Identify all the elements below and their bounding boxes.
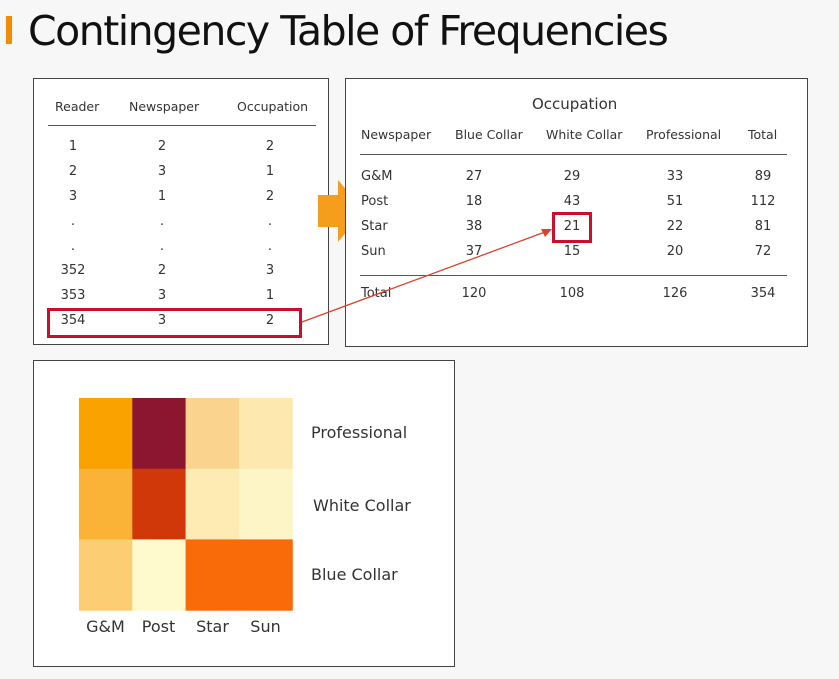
cont-cell: 51 xyxy=(666,194,684,209)
raw-cell: 2 xyxy=(265,189,275,204)
heatmap-cell-blue-collar-post xyxy=(132,539,187,611)
heatmap-panel: Professional White Collar Blue Collar G&… xyxy=(33,360,455,667)
heatmap-cell-blue-collar-gm xyxy=(79,539,133,611)
slide-title: Contingency Table of Frequencies xyxy=(28,7,669,55)
cont-header-rule xyxy=(360,154,787,155)
raw-cell: 3 xyxy=(157,313,167,328)
raw-cell: 3 xyxy=(157,288,167,303)
cont-cell: 29 xyxy=(563,169,581,184)
cont-cell: 89 xyxy=(754,169,772,184)
cont-header-total: Total xyxy=(748,127,778,142)
cont-header-professional: Professional xyxy=(646,127,722,142)
title-accent-bar xyxy=(6,16,12,44)
cont-cell: 22 xyxy=(666,219,684,234)
heatmap-ylabel-professional: Professional xyxy=(311,423,408,442)
raw-cell: 1 xyxy=(157,189,167,204)
heatmap-cell-white-collar-gm xyxy=(79,468,133,540)
raw-cell: 1 xyxy=(265,164,275,179)
cont-cell: 72 xyxy=(754,244,772,259)
cont-header-newspaper: Newspaper xyxy=(361,127,432,142)
cont-cell: 18 xyxy=(465,194,483,209)
raw-header-reader: Reader xyxy=(55,99,100,114)
cont-cell: Sun xyxy=(361,244,386,259)
cont-header-white-collar: White Collar xyxy=(546,127,623,142)
raw-cell: 2 xyxy=(68,164,78,179)
highlight-row-354 xyxy=(47,308,302,338)
heatmap-cell-professional-post xyxy=(132,398,187,470)
cont-total-cell: 108 xyxy=(559,286,585,301)
heatmap-cell-white-collar-sun xyxy=(238,468,293,540)
highlight-cell-star-white-collar xyxy=(552,212,592,243)
raw-cell: . xyxy=(159,239,165,254)
heatmap-cell-professional-gm xyxy=(79,398,133,470)
raw-cell: 3 xyxy=(265,263,275,278)
raw-cell: . xyxy=(70,239,76,254)
heatmap-cell-blue-collar-sun xyxy=(238,539,293,611)
cont-cell: 38 xyxy=(465,219,483,234)
heatmap-chart xyxy=(79,398,293,611)
heatmap-cell-professional-sun xyxy=(238,398,293,470)
raw-cell: 1 xyxy=(265,288,275,303)
heatmap-cell-professional-star xyxy=(185,398,240,470)
raw-cell: 2 xyxy=(265,139,275,154)
cont-cell: 27 xyxy=(465,169,483,184)
raw-cell: 354 xyxy=(60,313,86,328)
raw-cell: 2 xyxy=(157,263,167,278)
cont-cell: 15 xyxy=(563,244,581,259)
heatmap-cell-blue-collar-star xyxy=(185,539,240,611)
cont-total-cell: 126 xyxy=(662,286,688,301)
raw-cell: 3 xyxy=(157,164,167,179)
raw-cell: 1 xyxy=(68,139,78,154)
occupation-group-header: Occupation xyxy=(532,95,618,113)
raw-cell: . xyxy=(70,214,76,229)
heatmap-xlabel-post: Post xyxy=(141,617,176,636)
raw-cell: 353 xyxy=(60,288,86,303)
cont-cell: G&M xyxy=(361,169,393,184)
raw-header-newspaper: Newspaper xyxy=(129,99,200,114)
cont-cell: 20 xyxy=(666,244,684,259)
cont-total-cell: 120 xyxy=(461,286,487,301)
heatmap-ylabel-blue-collar: Blue Collar xyxy=(311,565,398,584)
raw-cell: 3 xyxy=(68,189,78,204)
raw-cell: . xyxy=(267,214,273,229)
cont-cell: 37 xyxy=(465,244,483,259)
cont-total-cell: 354 xyxy=(750,286,776,301)
raw-header-rule xyxy=(48,125,316,126)
arrow-right-icon xyxy=(318,180,364,242)
cont-header-blue-collar: Blue Collar xyxy=(455,127,523,142)
heatmap-xlabel-star: Star xyxy=(196,617,229,636)
heatmap-ylabel-white-collar: White Collar xyxy=(313,496,411,515)
raw-cell: 352 xyxy=(60,263,86,278)
cont-cell: 81 xyxy=(754,219,772,234)
cont-cell: Star xyxy=(361,219,388,234)
cont-total-cell: Total xyxy=(361,286,392,301)
cont-cell: 33 xyxy=(666,169,684,184)
cont-total-rule xyxy=(360,275,787,276)
heatmap-cell-white-collar-star xyxy=(185,468,240,540)
raw-cell: . xyxy=(267,239,273,254)
cont-cell: 43 xyxy=(563,194,581,209)
raw-data-table: Reader Newspaper Occupation 1 2 2 2 3 1 3 1 2...… xyxy=(33,78,329,345)
raw-cell: . xyxy=(159,214,165,229)
heatmap-xlabel-sun: Sun xyxy=(250,617,281,636)
raw-header-occupation: Occupation xyxy=(237,99,309,114)
cont-cell: 112 xyxy=(750,194,776,209)
raw-cell: 2 xyxy=(265,313,275,328)
raw-cell: 2 xyxy=(157,139,167,154)
cont-cell: 21 xyxy=(563,219,581,234)
heatmap-xlabel-gm: G&M xyxy=(86,617,125,636)
cont-cell: Post xyxy=(361,194,389,209)
heatmap-cell-white-collar-post xyxy=(132,468,187,540)
